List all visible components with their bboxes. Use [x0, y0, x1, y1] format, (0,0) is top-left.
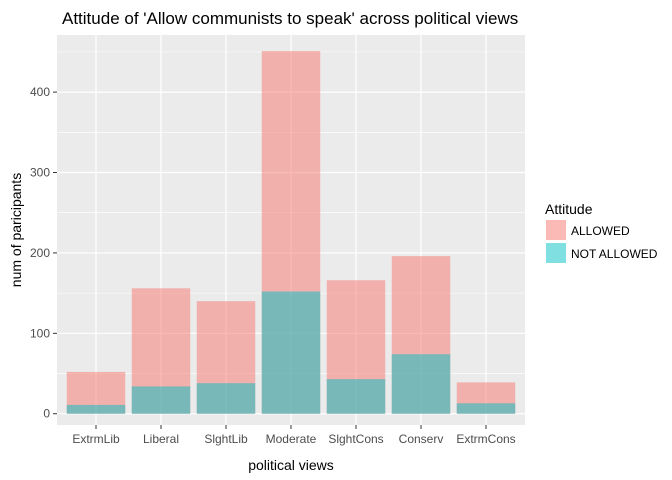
bar-not-allowed: [196, 383, 256, 414]
bar-not-allowed: [391, 354, 451, 414]
legend: Attitude ALLOWED NOT ALLOWED: [545, 201, 658, 263]
x-tick-label: SlghtLib: [204, 432, 248, 446]
legend-key-not-allowed: [546, 243, 566, 263]
bar-not-allowed: [66, 404, 126, 414]
x-tick-label: Conserv: [399, 432, 444, 446]
legend-label-allowed: ALLOWED: [571, 224, 630, 238]
x-tick-label: Moderate: [266, 432, 317, 446]
y-tick-label: 0: [43, 407, 50, 421]
x-tick-label: Liberal: [143, 432, 179, 446]
y-tick-label: 300: [30, 166, 50, 180]
bars: [66, 51, 516, 414]
x-tick-label: SlghtCons: [328, 432, 383, 446]
legend-title: Attitude: [545, 201, 593, 217]
x-tick-label: ExtrmCons: [456, 432, 515, 446]
bar-not-allowed: [326, 379, 386, 414]
chart-title: Attitude of 'Allow communists to speak' …: [62, 9, 518, 28]
y-tick-label: 400: [30, 85, 50, 99]
x-tick-labels: ExtrmLib Liberal SlghtLib Moderate SlghtCons…: [72, 425, 516, 446]
y-tick-labels: 0 100 200 300 400: [30, 85, 57, 421]
y-axis-title: num of paricipants: [8, 173, 24, 287]
x-axis-title: political views: [248, 457, 334, 473]
legend-label-not-allowed: NOT ALLOWED: [571, 247, 658, 261]
y-tick-label: 100: [30, 326, 50, 340]
bar-not-allowed: [456, 403, 516, 414]
x-tick-label: ExtrmLib: [72, 432, 120, 446]
bar-not-allowed: [131, 386, 191, 414]
y-tick-label: 200: [30, 246, 50, 260]
legend-key-allowed: [546, 220, 566, 240]
bar-not-allowed: [261, 291, 321, 414]
